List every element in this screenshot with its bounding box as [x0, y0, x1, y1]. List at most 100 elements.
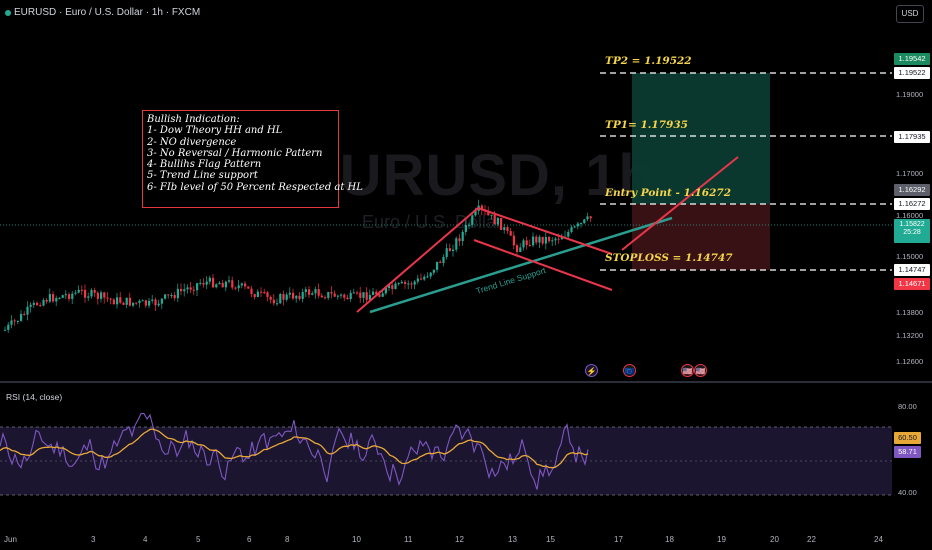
candle-body	[36, 302, 39, 306]
candle-body	[381, 293, 384, 297]
candle-body	[231, 280, 234, 288]
candle-body	[455, 238, 458, 250]
candle-body	[551, 240, 554, 242]
candle-body	[340, 294, 343, 296]
candle-body	[61, 295, 64, 298]
time-axis[interactable]: Jun 3 4 5 6 8 10 11 12 13 15 17 18 19 20…	[0, 528, 932, 550]
bar-countdown: 25:28	[903, 229, 921, 236]
time-tick: 20	[770, 535, 779, 544]
candle-body	[144, 300, 147, 306]
candle-body	[90, 290, 93, 297]
note-line: 1- Dow Theory HH and HL	[147, 125, 283, 137]
symbol-title[interactable]: EURUSD · Euro / U.S. Dollar · 1h · FXCM	[14, 7, 201, 18]
note-line: Bullish Indication:	[147, 114, 240, 125]
candle-body	[314, 289, 317, 294]
candle-body	[448, 248, 451, 252]
time-tick: 12	[455, 535, 464, 544]
candle-body	[458, 238, 461, 242]
price-tick: 1.17000	[896, 169, 924, 178]
candle-body	[224, 281, 227, 288]
candle-body	[298, 295, 301, 299]
flag-lower-line[interactable]	[473, 239, 613, 291]
candle-body	[333, 293, 336, 297]
candle-body	[96, 292, 99, 299]
tp2-label[interactable]: TP2 = 1.19522	[605, 55, 692, 67]
candle-body	[452, 249, 455, 252]
rsi-tick: 40.00	[898, 488, 917, 497]
us-event-icon[interactable]: 🇺🇸	[694, 364, 707, 377]
candle-body	[4, 329, 7, 331]
candle-body	[282, 294, 285, 300]
candle-body	[170, 295, 173, 297]
time-tick: 24	[874, 535, 883, 544]
candle-body	[493, 214, 496, 225]
rsi-tick: 80.00	[898, 402, 917, 411]
candle-body	[400, 281, 403, 284]
trend-line-support[interactable]	[369, 216, 673, 314]
stoploss-label[interactable]: STOPLOSS = 1.14747	[605, 252, 733, 264]
candle-body	[151, 299, 154, 301]
time-tick: 19	[717, 535, 726, 544]
candle-body	[413, 281, 416, 285]
us-event-icon[interactable]: 🇺🇸	[681, 364, 694, 377]
bullish-indication-note[interactable]: Bullish Indication: 1- Dow Theory HH and…	[142, 110, 363, 208]
candle-body	[327, 292, 330, 298]
candle-body	[426, 276, 429, 278]
pane-divider[interactable]	[0, 381, 932, 383]
note-line: 6- FIb level of 50 Percent Respected at …	[147, 181, 363, 193]
candle-body	[548, 236, 551, 242]
candle-body	[20, 314, 23, 321]
flag-upper-line[interactable]	[477, 207, 613, 255]
rsi-ma-value-tag: 60.50	[894, 432, 921, 444]
candle-body	[404, 281, 407, 284]
note-line: 3- No Reversal / Harmonic Pattern	[147, 147, 323, 159]
candle-body	[116, 297, 119, 305]
currency-button[interactable]: USD	[896, 5, 924, 23]
candle-body	[250, 288, 253, 295]
candle-body	[263, 292, 266, 294]
current-price-value: 1.15822	[899, 221, 925, 228]
candle-body	[45, 299, 48, 302]
candle-body	[490, 214, 493, 216]
note-line: 5- Trend Line support	[147, 170, 258, 182]
flash-event-icon[interactable]: ⚡	[585, 364, 598, 377]
rsi-ma-line	[0, 428, 589, 469]
price-chart[interactable]: Trend Line Support	[0, 0, 892, 381]
candle-body	[506, 227, 509, 232]
candle-body	[487, 211, 490, 216]
entry-label[interactable]: Entry Point - 1.16272	[605, 187, 732, 199]
chart-header: EURUSD · Euro / U.S. Dollar · 1h · FXCM …	[0, 0, 932, 28]
candle-body	[183, 289, 186, 292]
candle-body	[48, 294, 51, 302]
price-tick: 1.16000	[896, 211, 924, 220]
rsi-chart[interactable]	[0, 383, 892, 528]
candle-body	[192, 289, 195, 291]
eu-event-icon[interactable]: 🇪🇺	[623, 364, 636, 377]
flagpole-line[interactable]	[356, 207, 479, 313]
market-status-icon	[5, 10, 11, 16]
candle-body	[244, 283, 247, 287]
trend-line-label: Trend Line Support	[475, 265, 548, 296]
candle-body	[16, 320, 19, 322]
candle-body	[260, 291, 263, 293]
candle-body	[196, 283, 199, 291]
candle-body	[167, 294, 170, 296]
candle-body	[336, 295, 339, 297]
candle-body	[439, 261, 442, 264]
projection-line[interactable]	[621, 156, 739, 251]
candle-body	[468, 224, 471, 226]
price-axis[interactable]: 1.19000 1.17000 1.16000 1.15000 1.13800 …	[892, 28, 932, 378]
time-tick: 13	[508, 535, 517, 544]
candle-body	[176, 288, 179, 299]
price-tick: 1.19000	[896, 90, 924, 99]
candle-body	[519, 247, 522, 252]
candle-body	[276, 303, 279, 305]
candle-body	[272, 299, 275, 304]
rsi-title[interactable]: RSI (14, close)	[6, 392, 63, 402]
candle-body	[68, 294, 71, 299]
candle-body	[269, 296, 272, 300]
price-tick: 1.13200	[896, 331, 924, 340]
price-tick: 1.13800	[896, 308, 924, 317]
candle-body	[112, 299, 115, 305]
tp1-label[interactable]: TP1= 1.17935	[605, 119, 688, 131]
